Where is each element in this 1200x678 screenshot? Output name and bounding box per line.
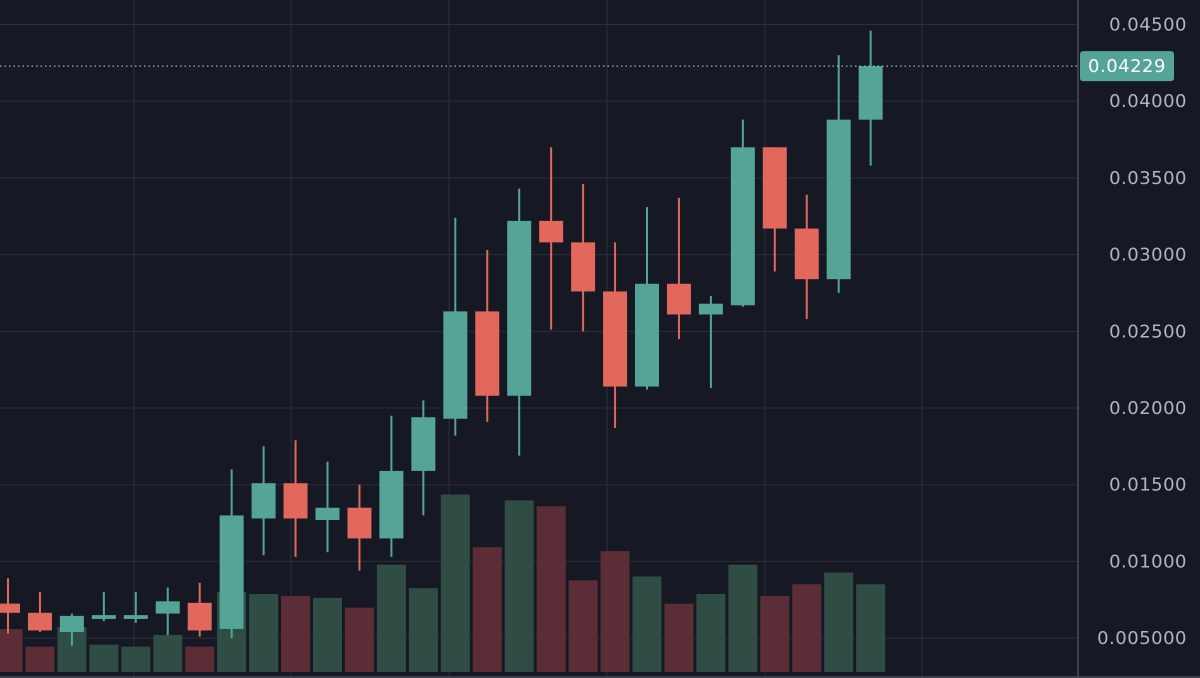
candle-down (347, 484, 372, 571)
volume-bar (728, 564, 758, 672)
candle-body (219, 515, 244, 629)
candle-body (379, 470, 404, 539)
candle-down (762, 147, 787, 272)
candle-body (411, 417, 436, 471)
candle-body (507, 220, 532, 396)
candle-up (698, 296, 723, 389)
volume-bar (313, 597, 342, 672)
candle-body (603, 291, 628, 387)
candle-up (59, 613, 84, 646)
y-tick-label: 0.03000 (1109, 245, 1187, 266)
candle-up (443, 217, 468, 436)
candle-body (59, 615, 84, 632)
candle-body (155, 601, 180, 614)
candle-up (315, 461, 340, 553)
candle-body (794, 228, 819, 280)
last-price-label: 0.04229 (1088, 56, 1166, 77)
candle-up (91, 592, 116, 622)
candle-up (635, 207, 659, 390)
candle-down (794, 194, 819, 320)
candle-up (730, 119, 755, 307)
y-tick-label: 0.02000 (1109, 398, 1187, 419)
candle-body (315, 507, 340, 521)
candle-up (507, 188, 532, 456)
candle-up (155, 587, 180, 636)
candle-up (858, 30, 883, 166)
volume-bar (185, 646, 215, 672)
volume-bar (440, 494, 470, 672)
volume-bar (153, 634, 183, 672)
volume-bar (568, 580, 598, 672)
candle-down (603, 242, 628, 428)
y-tick-label: 0.04000 (1109, 91, 1187, 112)
y-tick-label: 0.04500 (1109, 15, 1187, 36)
y-tick-label: 0.01500 (1109, 475, 1187, 496)
volume-bar (472, 547, 502, 672)
candle-body (443, 311, 468, 419)
volume-bars (0, 494, 886, 672)
candle-body (187, 602, 212, 631)
candle-body (475, 311, 500, 396)
y-tick-label: 0.01000 (1109, 551, 1187, 572)
candle-body (283, 483, 308, 519)
volume-bar (760, 595, 790, 672)
volume-bar (89, 644, 119, 672)
candle-body (539, 220, 564, 243)
volume-bar (281, 595, 311, 672)
volume-bar (824, 572, 854, 672)
volume-bar (632, 576, 662, 672)
candle-body (347, 507, 372, 539)
candle-body (858, 66, 883, 120)
candle-body (762, 147, 787, 229)
candle-up (251, 446, 276, 556)
volume-bar (344, 607, 374, 672)
candle-down (27, 592, 52, 632)
candle-body (0, 603, 20, 613)
candle-body (635, 283, 659, 387)
volume-bar (376, 564, 406, 672)
candle-body (666, 283, 691, 315)
candle-body (27, 612, 52, 631)
candle-down (283, 440, 308, 557)
candle-up (123, 592, 148, 623)
volume-bar (121, 646, 151, 672)
candle-body (251, 483, 276, 519)
candle-up (826, 55, 851, 293)
candle-up (379, 415, 404, 557)
candle-body (123, 615, 148, 619)
candle-down (0, 578, 20, 634)
volume-bar (600, 551, 630, 672)
candle-down (666, 197, 691, 339)
y-tick-label: 0.005000 (1097, 628, 1187, 649)
candle-down (539, 147, 564, 330)
volume-bar (696, 594, 726, 672)
volume-bar (249, 594, 279, 672)
volume-bar (792, 584, 822, 672)
candle-up (411, 400, 436, 516)
y-tick-label: 0.03500 (1109, 168, 1187, 189)
candle-down (187, 582, 212, 637)
candle-body (698, 303, 723, 315)
last-price-tag (1080, 51, 1174, 82)
candle-down (475, 250, 500, 422)
y-tick-label: 0.02500 (1109, 321, 1187, 342)
candle-body (571, 242, 596, 292)
volume-bar (25, 646, 55, 672)
candle-down (571, 184, 596, 332)
volume-bar (664, 603, 694, 672)
candles (0, 30, 883, 646)
candle-body (826, 119, 851, 280)
candle-body (91, 615, 116, 619)
volume-bar (856, 584, 886, 672)
volume-bar (0, 629, 23, 672)
volume-bar (504, 500, 534, 672)
candle-up (219, 469, 244, 639)
candle-body (730, 147, 755, 306)
volume-bar (536, 506, 566, 672)
volume-bar (408, 588, 438, 672)
